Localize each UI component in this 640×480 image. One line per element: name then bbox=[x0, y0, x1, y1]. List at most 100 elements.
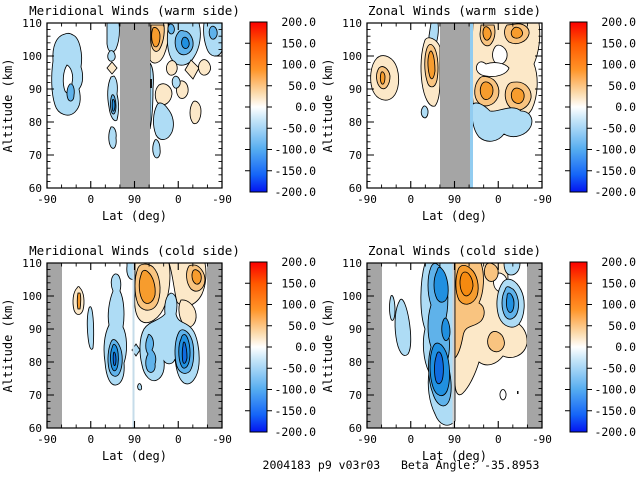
colorbar-label: 0.0 bbox=[615, 340, 636, 354]
x-tick-label: -90 bbox=[357, 433, 377, 446]
major-ticks bbox=[46, 22, 223, 189]
colorbar-label: 150.0 bbox=[601, 36, 636, 50]
contour-blob bbox=[208, 25, 218, 40]
contour-field bbox=[51, 23, 222, 188]
contour-blob bbox=[149, 61, 154, 130]
y-tick-label: 100 bbox=[22, 290, 42, 303]
contour-blob bbox=[112, 351, 117, 367]
y-tick-label: 70 bbox=[29, 149, 42, 162]
contour-blob bbox=[492, 44, 508, 65]
x-tick-label: 90 bbox=[448, 193, 461, 206]
contour-blob bbox=[145, 333, 157, 373]
y-tick-label: 80 bbox=[349, 116, 362, 129]
y-tick-label: 110 bbox=[342, 257, 362, 270]
minor-ticks bbox=[47, 23, 222, 188]
contour-blob bbox=[482, 26, 492, 41]
x-tick-label: 90 bbox=[128, 433, 141, 446]
colorbar-ticks bbox=[565, 42, 592, 172]
x-tick-label: -90 bbox=[532, 193, 552, 206]
contour-blob bbox=[181, 36, 190, 49]
contour-blob bbox=[420, 105, 429, 119]
contour-blob bbox=[86, 306, 95, 350]
panel-title: Meridional Winds (warm side) bbox=[29, 3, 240, 18]
colorbar-label: -150.0 bbox=[594, 164, 636, 178]
colorbar-gradient bbox=[250, 262, 267, 432]
y-tick-label: 90 bbox=[29, 323, 42, 336]
contour-blob bbox=[389, 294, 396, 321]
contour-blob bbox=[167, 23, 175, 35]
colorbar-label: 0.0 bbox=[295, 340, 316, 354]
panel-zonal-warm-side: 200.0 150.0 100.0 50.0 0.0 -50.0 -100.0 -150.0 -… bbox=[321, 3, 636, 223]
y-tick-label: 70 bbox=[29, 389, 42, 402]
contour-blob bbox=[487, 331, 505, 353]
colorbar-label: -200.0 bbox=[594, 425, 636, 439]
contour-blob bbox=[510, 26, 523, 39]
contour-blob bbox=[111, 98, 116, 112]
x-tick-label: 0 bbox=[87, 193, 94, 206]
masked-region bbox=[527, 263, 542, 428]
colorbar-label: -100.0 bbox=[274, 383, 316, 397]
contour-blob bbox=[510, 87, 525, 104]
colorbar-ticks bbox=[565, 282, 592, 412]
y-tick-label: 60 bbox=[349, 182, 362, 195]
contour-blob bbox=[499, 389, 507, 401]
panel-title: Zonal Winds (cold side) bbox=[368, 243, 541, 258]
contour-blob bbox=[479, 81, 494, 100]
contour-field bbox=[367, 263, 542, 428]
colorbar-gradient bbox=[570, 262, 587, 432]
contour-blob bbox=[106, 23, 120, 53]
colorbar-label: -100.0 bbox=[594, 143, 636, 157]
x-tick-label: 0 bbox=[495, 193, 502, 206]
colorbar-label: -200.0 bbox=[274, 425, 316, 439]
masked-region bbox=[47, 263, 62, 428]
contour-blob bbox=[483, 263, 499, 282]
contour-blob bbox=[503, 263, 521, 276]
y-axis-label: Altitude (km) bbox=[321, 299, 335, 393]
contour-blob bbox=[76, 292, 82, 310]
minor-ticks bbox=[367, 23, 542, 188]
contour-blob bbox=[138, 269, 156, 304]
colorbar-label: 50.0 bbox=[608, 319, 636, 333]
contour-blob bbox=[152, 139, 161, 159]
masked-region bbox=[120, 23, 150, 188]
y-tick-label: 90 bbox=[349, 83, 362, 96]
y-tick-label: 80 bbox=[349, 356, 362, 369]
y-axis-label: Altitude (km) bbox=[321, 59, 335, 153]
x-tick-label: 0 bbox=[87, 433, 94, 446]
contour-blob bbox=[150, 79, 152, 88]
colorbar-label: 200.0 bbox=[281, 15, 316, 29]
minor-ticks bbox=[47, 263, 222, 428]
x-tick-label: -90 bbox=[357, 193, 377, 206]
panel-title: Meridional Winds (cold side) bbox=[29, 243, 240, 258]
contour-blob bbox=[471, 102, 533, 142]
contour-blob bbox=[107, 50, 116, 62]
colorbar-label: 0.0 bbox=[615, 100, 636, 114]
x-axis-label: Lat (deg) bbox=[102, 209, 167, 223]
x-tick-label: -90 bbox=[532, 433, 552, 446]
contour-blob bbox=[459, 271, 474, 297]
y-tick-label: 110 bbox=[22, 17, 42, 30]
masked-region bbox=[440, 23, 470, 188]
contour-blob bbox=[517, 391, 519, 394]
colorbar-label: 150.0 bbox=[281, 36, 316, 50]
colorbar-label: -50.0 bbox=[601, 361, 636, 375]
colorbar-label: -100.0 bbox=[274, 143, 316, 157]
x-tick-label: 0 bbox=[407, 433, 414, 446]
x-tick-label: -90 bbox=[212, 193, 232, 206]
y-tick-label: 80 bbox=[29, 356, 42, 369]
contour-blob bbox=[137, 383, 143, 391]
x-tick-label: -90 bbox=[37, 193, 57, 206]
contour-blob bbox=[476, 61, 510, 77]
contour-blob bbox=[153, 102, 174, 140]
contour-blob bbox=[394, 298, 412, 356]
colorbar-label: -100.0 bbox=[594, 383, 636, 397]
data-gap-line bbox=[132, 263, 135, 428]
panel-meridional-cold-side: 200.0 150.0 100.0 50.0 0.0 -50.0 -100.0 -150.0 -… bbox=[1, 243, 316, 463]
minor-ticks bbox=[367, 263, 542, 428]
colorbar-label: -200.0 bbox=[274, 185, 316, 199]
y-axis-label: Altitude (km) bbox=[1, 299, 15, 393]
x-axis-label: Lat (deg) bbox=[422, 209, 487, 223]
y-tick-label: 90 bbox=[29, 83, 42, 96]
x-axis-label: Lat (deg) bbox=[422, 449, 487, 463]
